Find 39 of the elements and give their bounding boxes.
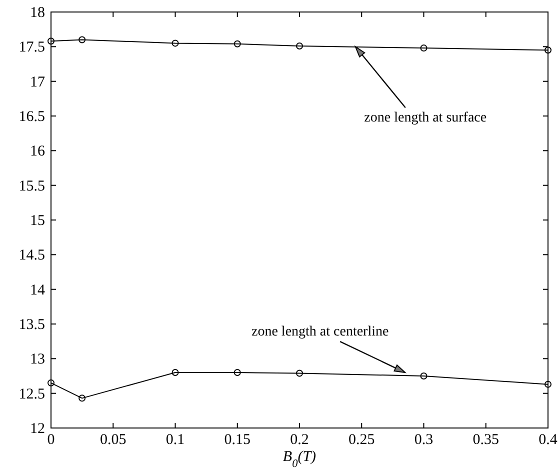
- point: [172, 40, 179, 47]
- point: [78, 394, 86, 402]
- point: [296, 42, 303, 50]
- annotation: zone length at surface: [364, 110, 487, 126]
- y-tick-label: 17: [30, 74, 46, 90]
- y-tick-label: 17.5: [18, 40, 45, 56]
- y-tick-label: 14.5: [18, 248, 45, 264]
- point: [296, 370, 303, 377]
- y-tick-label: 15.5: [18, 178, 45, 194]
- x-tick-label: 0.15: [224, 432, 250, 448]
- point: [420, 372, 428, 380]
- y-tick-label: 12.5: [18, 386, 45, 402]
- y-tick-label: 16.5: [18, 109, 45, 125]
- point: [544, 46, 552, 54]
- y-tick-label: 12: [30, 421, 45, 437]
- x-tick-label: 0.1: [166, 432, 185, 448]
- point: [48, 379, 54, 386]
- annotation: zone length at centerline: [252, 324, 389, 340]
- x-tick-label: 0.3: [414, 432, 434, 448]
- y-tick-label: 13.5: [18, 317, 45, 333]
- point: [78, 36, 86, 44]
- x-tick-label: 0.35: [472, 432, 499, 448]
- y-tick-label: 16: [30, 144, 46, 160]
- point: [48, 38, 54, 45]
- y-tick-label: 14: [30, 282, 46, 298]
- x-tick-label: 0.05: [100, 432, 126, 448]
- point: [172, 369, 179, 376]
- point: [234, 369, 241, 376]
- point: [420, 44, 428, 52]
- x-tick-label: 0: [47, 432, 55, 448]
- y-tick-label: 13: [30, 352, 45, 368]
- x-axis-title: B$_{0}$(T): [282, 449, 316, 468]
- x-tick-label: 0.2: [290, 432, 309, 448]
- point: [234, 40, 241, 48]
- x-tick-label: 0.25: [348, 432, 375, 448]
- y-tick-label: 15: [30, 213, 45, 229]
- x-tick-label: 0.4: [538, 432, 558, 448]
- point: [544, 380, 552, 388]
- y-tick-label: 18: [30, 5, 45, 21]
